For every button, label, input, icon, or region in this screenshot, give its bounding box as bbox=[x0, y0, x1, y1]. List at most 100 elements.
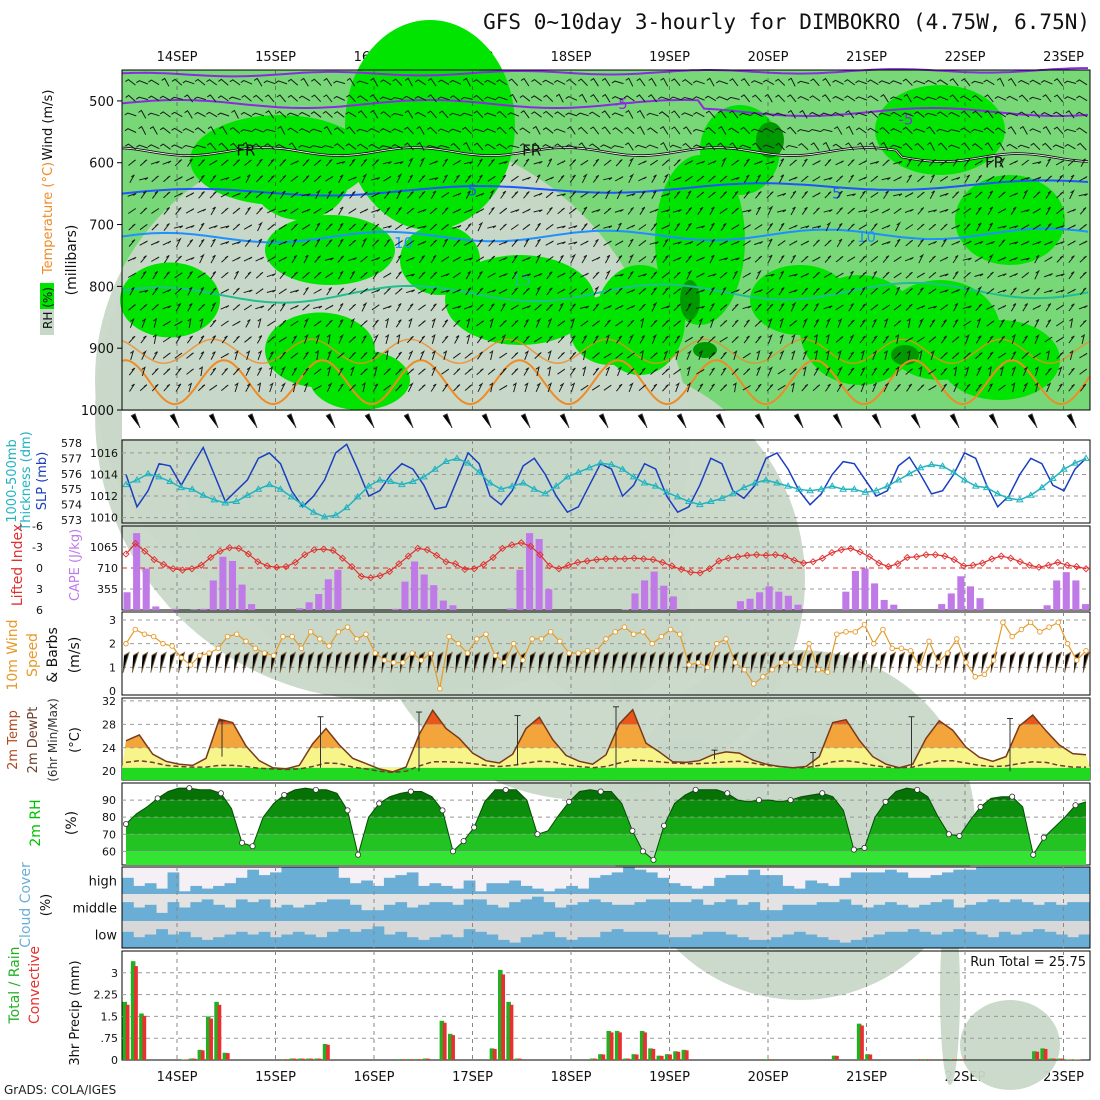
cloud-cover-bar bbox=[873, 872, 886, 894]
wind-barb bbox=[976, 366, 983, 376]
wind-barb bbox=[280, 366, 286, 376]
wind-barb bbox=[845, 125, 854, 135]
cloud-cover-bar bbox=[714, 902, 726, 921]
cloud-cover-bar bbox=[349, 931, 362, 948]
wind-barb bbox=[174, 320, 183, 327]
precip-convective-bar bbox=[509, 1004, 514, 1060]
lifted-index-marker bbox=[272, 563, 281, 571]
wind-barb bbox=[440, 289, 450, 293]
wind10-barb bbox=[667, 651, 675, 673]
wind-barb bbox=[708, 191, 716, 198]
thickness-marker bbox=[927, 460, 936, 468]
cape-bar bbox=[296, 608, 304, 610]
wind-barb bbox=[210, 206, 216, 216]
wind-barb bbox=[904, 256, 914, 262]
wind10-marker bbox=[797, 664, 803, 671]
wind-barb bbox=[245, 174, 251, 184]
wind-barb bbox=[870, 191, 879, 198]
wind-barb bbox=[313, 320, 322, 327]
wind10-marker bbox=[538, 636, 545, 642]
wind-barb bbox=[953, 366, 958, 377]
wind-barb bbox=[878, 80, 891, 85]
wind-barb bbox=[218, 78, 229, 86]
wind-barb bbox=[1029, 128, 1042, 133]
thickness-marker bbox=[662, 488, 671, 495]
wind10-marker bbox=[169, 643, 175, 649]
wind-barb bbox=[198, 191, 205, 199]
cloud-cover-bar bbox=[133, 937, 146, 948]
wind-barb bbox=[615, 320, 624, 327]
wind10-marker bbox=[870, 640, 877, 647]
precip-total-bar bbox=[598, 1054, 603, 1060]
wind-barb bbox=[276, 110, 287, 118]
cloud-cover-bar bbox=[1010, 867, 1023, 894]
wind-barb bbox=[418, 271, 426, 279]
wind-barb bbox=[450, 95, 461, 102]
wind10-barb bbox=[713, 651, 721, 673]
wind-barb bbox=[960, 95, 972, 102]
wind-barb bbox=[1064, 80, 1077, 84]
wind-barb bbox=[905, 224, 914, 230]
cloud-cover-bar bbox=[759, 939, 772, 948]
wind-barb bbox=[755, 383, 762, 392]
wind-barb bbox=[743, 174, 750, 183]
wind-barb bbox=[731, 336, 739, 343]
wind10-marker bbox=[270, 652, 277, 659]
wind-barb bbox=[1029, 79, 1041, 85]
wind-barb bbox=[788, 176, 798, 181]
wind-barb bbox=[186, 335, 194, 344]
wind-barb bbox=[268, 239, 275, 248]
cloud-cover-bar bbox=[418, 939, 430, 948]
wind-barb bbox=[905, 239, 914, 247]
wind-barb bbox=[615, 352, 624, 359]
wind-barb bbox=[590, 77, 599, 87]
wind-barb bbox=[706, 77, 715, 87]
cloud-cover-bar bbox=[383, 934, 396, 948]
wind-barb bbox=[348, 336, 357, 343]
wind-barb bbox=[916, 272, 925, 279]
wind-barb bbox=[1045, 206, 1052, 216]
wind-barb bbox=[171, 78, 183, 86]
wind-barb bbox=[511, 239, 519, 247]
wind-barb bbox=[939, 273, 949, 278]
wind-barb bbox=[315, 350, 319, 361]
wind-barb bbox=[522, 287, 530, 295]
cloud-cover-bar bbox=[304, 867, 316, 894]
wind-barb bbox=[356, 128, 369, 133]
wind-barb bbox=[696, 175, 705, 182]
wind-barb bbox=[871, 367, 878, 376]
wind-barb bbox=[547, 366, 552, 377]
thickness-tick-label: 573 bbox=[61, 514, 82, 527]
wind-barb bbox=[964, 286, 970, 296]
wind-barb bbox=[696, 256, 705, 262]
wind-barb bbox=[809, 95, 821, 102]
wind-barb bbox=[301, 224, 311, 230]
wind-barb bbox=[860, 382, 866, 393]
wind-barb bbox=[151, 303, 159, 311]
wind-barb bbox=[986, 159, 995, 166]
temp2m-axis-label-1: 2m Temp bbox=[6, 710, 21, 770]
wind-barb bbox=[987, 206, 994, 216]
wind-barb bbox=[534, 304, 542, 311]
lifted-index-marker bbox=[1063, 561, 1071, 569]
wind-barb bbox=[867, 95, 879, 102]
wind-barb bbox=[336, 161, 346, 165]
precip-total-bar bbox=[1057, 1058, 1062, 1060]
wind-barb bbox=[927, 305, 937, 309]
cloud-cover-bar bbox=[896, 931, 909, 948]
wind-barb bbox=[859, 319, 866, 328]
wind-barb bbox=[628, 334, 635, 344]
wind-barb bbox=[739, 112, 752, 117]
wind-barb bbox=[614, 176, 624, 182]
wind10-marker bbox=[372, 650, 378, 656]
wind-barb bbox=[151, 383, 159, 392]
wind-barb bbox=[186, 239, 194, 248]
cape-bar bbox=[1081, 604, 1089, 610]
wind10-marker bbox=[252, 645, 258, 652]
rh2m-tick-label: 80 bbox=[102, 811, 116, 824]
wind-barb bbox=[337, 270, 344, 280]
wind-barb bbox=[768, 317, 773, 328]
wind-barb bbox=[152, 270, 159, 280]
wind-barb bbox=[449, 112, 462, 117]
rh2m-marker bbox=[471, 824, 478, 831]
